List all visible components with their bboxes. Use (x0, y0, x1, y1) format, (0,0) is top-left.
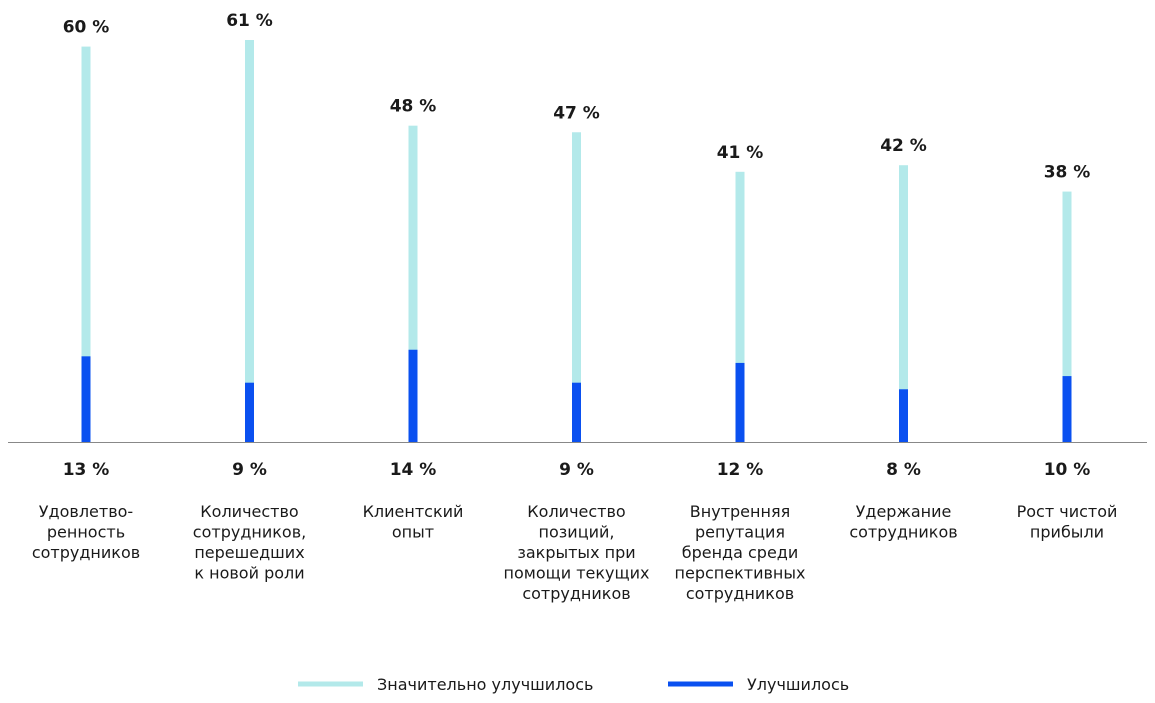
bar-improved (735, 362, 745, 442)
category-label-line: Количество (200, 502, 298, 521)
value-label-significantly-improved: 41 % (717, 143, 764, 163)
category-label-line: сотрудников (849, 523, 957, 542)
legend-label-improved: Улучшилось (747, 675, 849, 694)
top-value-labels: 60 % 61 % 48 % 47 % 41 % 42 % 38 % (63, 11, 1091, 183)
category-label: Количество сотрудников, перешедших к новой … (193, 502, 306, 583)
bottom-value-labels: 13 % 9 % 14 % 9 % 12 % 8 % 10 % (63, 460, 1091, 480)
value-label-significantly-improved: 61 % (226, 11, 273, 31)
category-label-line: перспективных (675, 564, 806, 583)
bar-improved (245, 382, 254, 442)
value-label-significantly-improved: 47 % (553, 103, 600, 123)
bar-significantly-improved (1062, 191, 1072, 442)
category-label-line: бренда среди (682, 543, 799, 562)
value-label-improved: 10 % (1044, 460, 1091, 480)
value-label-improved: 9 % (559, 460, 594, 480)
category-label-line: закрытых при (517, 543, 635, 562)
category-label-line: к новой роли (194, 564, 304, 583)
bars-improved (81, 349, 1072, 442)
value-label-significantly-improved: 60 % (63, 18, 110, 38)
value-label-improved: 9 % (232, 460, 267, 480)
bar-significantly-improved (81, 46, 91, 443)
bar-significantly-improved (245, 40, 254, 442)
category-label-line: сотрудников (522, 584, 630, 603)
category-label: Удержание сотрудников (849, 502, 957, 542)
legend-label-significantly-improved: Значительно улучшилось (377, 675, 593, 694)
category-label-line: ренность (47, 523, 125, 542)
category-label-line: помощи текущих (504, 564, 650, 583)
bars-significantly-improved (81, 40, 1072, 443)
bar-improved (81, 356, 91, 442)
category-label-line: сотрудников (32, 543, 140, 562)
category-label-line: Внутренняя (690, 502, 790, 521)
bar-significantly-improved (572, 132, 581, 442)
bar-improved (899, 389, 908, 442)
category-label-line: сотрудников (686, 584, 794, 603)
bar-improved (572, 382, 581, 442)
value-label-significantly-improved: 42 % (880, 136, 927, 156)
value-label-improved: 13 % (63, 460, 110, 480)
category-label-line: Рост чистой (1017, 502, 1118, 521)
value-label-significantly-improved: 38 % (1044, 163, 1091, 183)
category-label-line: позиций, (539, 523, 615, 542)
category-label-line: прибыли (1030, 523, 1104, 542)
value-label-improved: 8 % (886, 460, 921, 480)
bar-significantly-improved (735, 171, 745, 442)
category-label-line: Количество (527, 502, 625, 521)
category-label: Количество позиций, закрытых при помощи тек… (504, 502, 650, 603)
value-label-improved: 14 % (390, 460, 437, 480)
value-label-significantly-improved: 48 % (390, 97, 437, 117)
bar-improved (1062, 376, 1072, 442)
legend: Значительно улучшилось Улучшилось (298, 675, 849, 694)
category-label: Внутренняя репутация бренда среди перспекти… (675, 502, 806, 603)
bar-significantly-improved (408, 125, 418, 443)
category-label-line: Клиентский (363, 502, 464, 521)
bar-significantly-improved (899, 165, 908, 442)
bar-improved (408, 349, 418, 442)
value-label-improved: 12 % (717, 460, 764, 480)
category-label: Клиентский опыт (363, 502, 464, 542)
category-label: Рост чистой прибыли (1017, 502, 1118, 542)
category-label: Удовлетво-ренность сотрудников (32, 502, 140, 562)
category-label-line: перешедших (194, 543, 304, 562)
category-label-line: опыт (392, 523, 434, 542)
category-label-line: сотрудников, (193, 523, 306, 542)
category-label-line: репутация (695, 523, 785, 542)
category-label-line: Удовлетво- (39, 502, 133, 521)
category-label-line: Удержание (856, 502, 952, 521)
